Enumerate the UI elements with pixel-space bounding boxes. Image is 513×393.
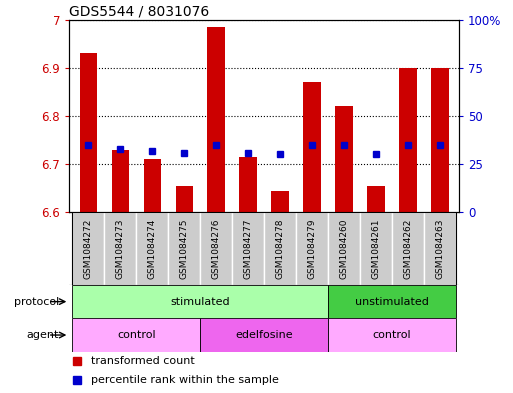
Text: GDS5544 / 8031076: GDS5544 / 8031076: [69, 4, 209, 18]
Text: GSM1084274: GSM1084274: [148, 219, 157, 279]
Bar: [232, 212, 264, 285]
Text: unstimulated: unstimulated: [355, 297, 429, 307]
Bar: [392, 212, 424, 285]
Bar: [328, 318, 456, 352]
Bar: [336, 106, 353, 212]
Text: GSM1084263: GSM1084263: [436, 219, 444, 279]
Text: GSM1084275: GSM1084275: [180, 219, 189, 279]
Bar: [264, 212, 296, 285]
Bar: [168, 212, 200, 285]
Bar: [328, 285, 456, 318]
Bar: [328, 212, 360, 285]
Bar: [175, 186, 193, 212]
Text: agent: agent: [27, 330, 59, 340]
Bar: [367, 186, 385, 212]
Bar: [431, 68, 449, 212]
Bar: [72, 212, 105, 285]
Bar: [72, 285, 328, 318]
Text: protocol: protocol: [14, 297, 59, 307]
Bar: [296, 212, 328, 285]
Bar: [303, 82, 321, 212]
Text: GSM1084261: GSM1084261: [371, 219, 381, 279]
Text: GSM1084278: GSM1084278: [275, 219, 285, 279]
Text: GSM1084260: GSM1084260: [340, 219, 349, 279]
Bar: [424, 212, 456, 285]
Bar: [144, 159, 161, 212]
Bar: [200, 318, 328, 352]
Bar: [360, 212, 392, 285]
Text: GSM1084273: GSM1084273: [116, 219, 125, 279]
Bar: [399, 68, 417, 212]
Text: control: control: [373, 330, 411, 340]
Bar: [207, 27, 225, 212]
Bar: [80, 53, 97, 212]
Bar: [200, 212, 232, 285]
Bar: [105, 212, 136, 285]
Bar: [271, 191, 289, 212]
Bar: [72, 318, 200, 352]
Text: edelfosine: edelfosine: [235, 330, 293, 340]
Text: GSM1084262: GSM1084262: [404, 219, 412, 279]
Text: GSM1084276: GSM1084276: [212, 219, 221, 279]
Bar: [240, 157, 257, 212]
Text: control: control: [117, 330, 155, 340]
Text: stimulated: stimulated: [170, 297, 230, 307]
Text: percentile rank within the sample: percentile rank within the sample: [91, 375, 279, 385]
Text: GSM1084272: GSM1084272: [84, 219, 93, 279]
Text: GSM1084279: GSM1084279: [308, 219, 317, 279]
Text: GSM1084277: GSM1084277: [244, 219, 253, 279]
Text: transformed count: transformed count: [91, 356, 194, 366]
Bar: [136, 212, 168, 285]
Bar: [112, 150, 129, 212]
